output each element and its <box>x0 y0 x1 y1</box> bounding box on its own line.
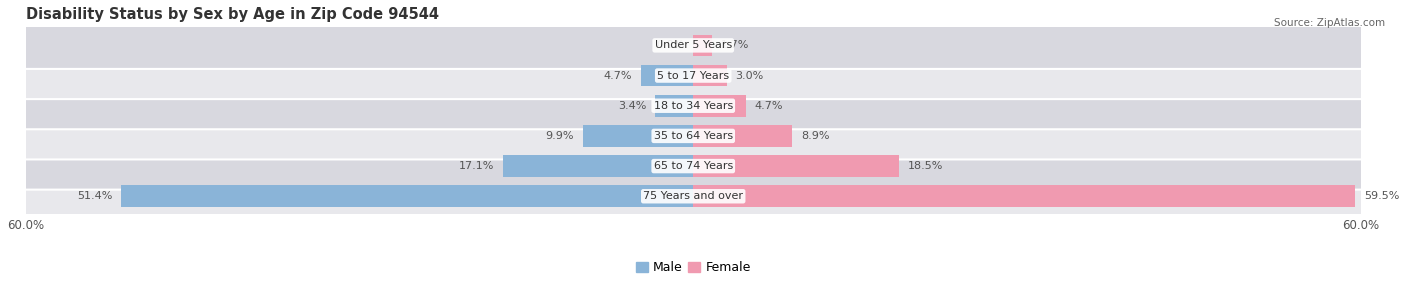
Bar <box>693 65 727 86</box>
Text: 75 Years and over: 75 Years and over <box>643 191 744 201</box>
Text: 0.0%: 0.0% <box>657 40 685 50</box>
Text: Disability Status by Sex by Age in Zip Code 94544: Disability Status by Sex by Age in Zip C… <box>25 7 439 22</box>
Bar <box>693 125 792 147</box>
Bar <box>583 125 693 147</box>
Text: Under 5 Years: Under 5 Years <box>655 40 733 50</box>
Bar <box>693 155 898 177</box>
FancyBboxPatch shape <box>22 143 1364 190</box>
Bar <box>503 155 693 177</box>
Text: 5 to 17 Years: 5 to 17 Years <box>657 71 730 81</box>
Text: 4.7%: 4.7% <box>603 71 633 81</box>
Text: 35 to 64 Years: 35 to 64 Years <box>654 131 733 141</box>
Text: 3.0%: 3.0% <box>735 71 763 81</box>
FancyBboxPatch shape <box>22 22 1364 69</box>
Text: 9.9%: 9.9% <box>546 131 574 141</box>
Bar <box>641 65 693 86</box>
Text: 18.5%: 18.5% <box>908 161 943 171</box>
Text: 3.4%: 3.4% <box>619 101 647 111</box>
Bar <box>693 35 713 56</box>
Text: 18 to 34 Years: 18 to 34 Years <box>654 101 733 111</box>
Text: 51.4%: 51.4% <box>77 191 112 201</box>
Text: 65 to 74 Years: 65 to 74 Years <box>654 161 733 171</box>
Bar <box>693 185 1355 207</box>
FancyBboxPatch shape <box>22 112 1364 159</box>
Legend: Male, Female: Male, Female <box>631 256 756 279</box>
Bar <box>121 185 693 207</box>
FancyBboxPatch shape <box>22 173 1364 220</box>
Text: 17.1%: 17.1% <box>458 161 494 171</box>
Text: 1.7%: 1.7% <box>721 40 749 50</box>
Text: Source: ZipAtlas.com: Source: ZipAtlas.com <box>1274 18 1385 28</box>
Bar <box>655 95 693 117</box>
FancyBboxPatch shape <box>22 82 1364 129</box>
Bar <box>693 95 745 117</box>
Text: 59.5%: 59.5% <box>1364 191 1399 201</box>
FancyBboxPatch shape <box>22 52 1364 99</box>
Text: 4.7%: 4.7% <box>755 101 783 111</box>
Text: 8.9%: 8.9% <box>801 131 830 141</box>
